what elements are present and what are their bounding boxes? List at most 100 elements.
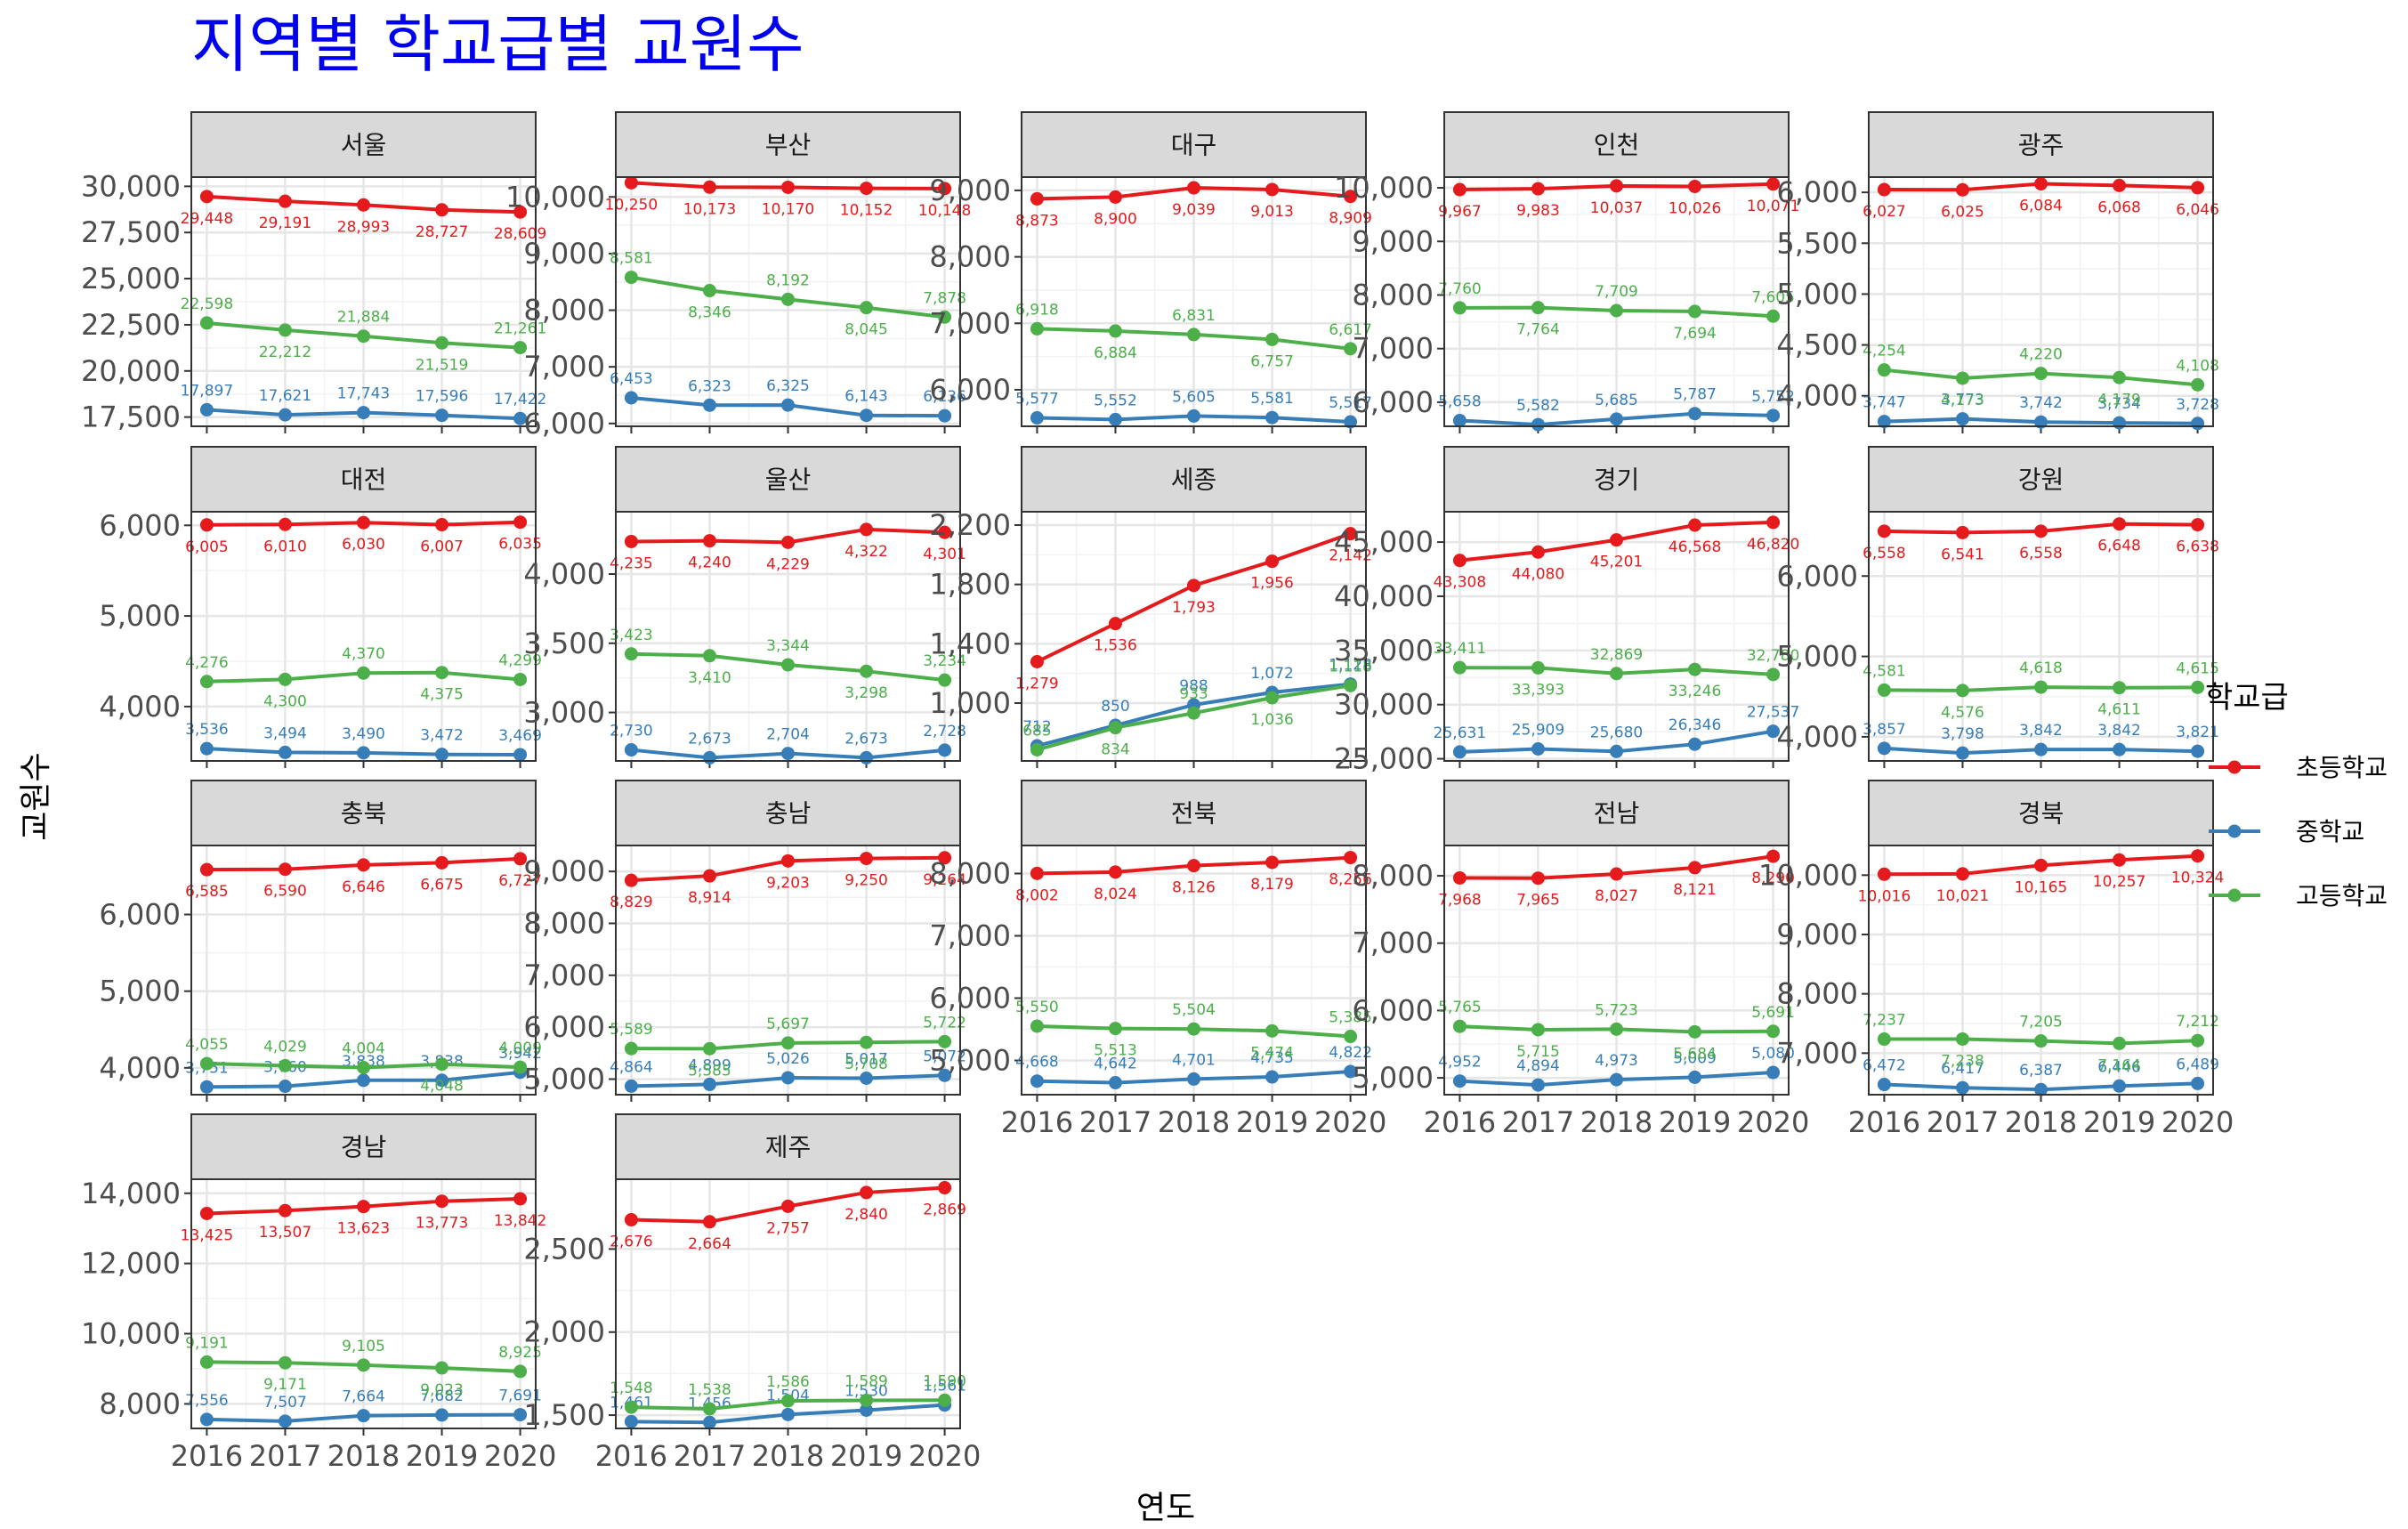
data-label: 10,165 bbox=[2015, 878, 2067, 896]
y-tick-label: 7,000 bbox=[1352, 926, 1434, 960]
data-label: 6,918 bbox=[1015, 301, 1059, 319]
data-point-초등학교 bbox=[199, 862, 214, 877]
y-tick-label: 9,000 bbox=[523, 237, 605, 271]
data-label: 3,472 bbox=[420, 727, 464, 745]
y-tick-label: 10,000 bbox=[1758, 858, 1858, 892]
y-tick-label: 7,000 bbox=[1352, 332, 1434, 366]
data-label: 2,869 bbox=[923, 1201, 966, 1219]
facet-경북: 경북 7,000 8,000 9,000 10,000 2016 2017 2018 2019 2… bbox=[1758, 780, 2234, 1139]
facet-strip-label: 광주 bbox=[2018, 131, 2065, 160]
data-point-초등학교 bbox=[624, 534, 638, 548]
data-label: 44,080 bbox=[1512, 565, 1564, 583]
data-label: 5,684 bbox=[1673, 1045, 1717, 1063]
panel-border bbox=[1868, 176, 2214, 427]
data-label: 4,229 bbox=[766, 555, 810, 573]
facet-strip-label: 경북 bbox=[2018, 799, 2065, 829]
data-point-초등학교 bbox=[2113, 517, 2127, 531]
facet-strip bbox=[615, 780, 961, 846]
data-point-중학교 bbox=[513, 748, 528, 762]
data-label: 2,142 bbox=[1329, 547, 1372, 565]
facet-strip-label: 충남 bbox=[765, 799, 812, 829]
data-label: 9,264 bbox=[923, 871, 966, 889]
data-label: 29,448 bbox=[181, 210, 233, 228]
facet-대구: 대구 6,000 7,000 8,000 9,000 5,577 5,552 5,605 5,5… bbox=[929, 111, 1372, 433]
data-point-중학교 bbox=[199, 741, 214, 756]
data-point-중학교 bbox=[2034, 742, 2048, 756]
x-tick-label: 2017 bbox=[1502, 1105, 1574, 1139]
data-point-고등학교 bbox=[2191, 377, 2205, 392]
data-point-초등학교 bbox=[357, 515, 370, 530]
data-point-중학교 bbox=[1688, 407, 1702, 421]
data-point-고등학교 bbox=[1030, 321, 1044, 336]
data-label: 7,556 bbox=[185, 1392, 229, 1410]
data-label: 8,900 bbox=[1094, 210, 1137, 228]
data-point-중학교 bbox=[199, 1412, 214, 1427]
data-label: 43,308 bbox=[1434, 574, 1486, 592]
facet-strip bbox=[615, 111, 961, 178]
data-point-초등학교 bbox=[1877, 867, 1891, 881]
data-label: 13,507 bbox=[259, 1224, 311, 1242]
data-point-고등학교 bbox=[781, 1036, 795, 1050]
data-point-고등학교 bbox=[2034, 680, 2048, 694]
data-label: 28,727 bbox=[416, 223, 468, 241]
data-label: 22,212 bbox=[259, 344, 311, 361]
y-tick-label: 25,000 bbox=[81, 262, 181, 295]
data-label: 6,025 bbox=[1941, 203, 1984, 221]
data-point-초등학교 bbox=[1955, 867, 1969, 881]
data-point-초등학교 bbox=[938, 525, 952, 539]
data-label: 8,179 bbox=[1250, 876, 1294, 894]
x-tick-label: 2020 bbox=[1314, 1105, 1386, 1139]
y-tick-label: 6,000 bbox=[1352, 385, 1434, 419]
data-label: 6,005 bbox=[185, 538, 229, 556]
data-label: 8,290 bbox=[1751, 870, 1795, 887]
data-point-초등학교 bbox=[702, 534, 716, 548]
panel-border bbox=[615, 176, 961, 427]
data-label: 6,757 bbox=[1250, 352, 1294, 370]
data-point-초등학교 bbox=[1030, 191, 1044, 206]
data-label: 1,072 bbox=[1250, 665, 1294, 683]
data-point-초등학교 bbox=[1030, 866, 1044, 880]
data-label: 8,126 bbox=[1172, 879, 1216, 897]
data-label: 10,071 bbox=[1747, 198, 1799, 215]
data-label: 3,536 bbox=[185, 721, 229, 739]
data-point-초등학교 bbox=[1265, 855, 1280, 870]
data-point-고등학교 bbox=[1877, 683, 1891, 697]
data-label: 6,884 bbox=[1094, 344, 1137, 362]
data-label: 1,590 bbox=[923, 1372, 966, 1390]
data-point-고등학교 bbox=[435, 1361, 449, 1375]
legend-item-고등학교: 고등학교 bbox=[2209, 881, 2388, 910]
data-point-고등학교 bbox=[2034, 367, 2048, 381]
y-tick-label: 8,000 bbox=[1352, 278, 1434, 311]
facet-strip-label: 전북 bbox=[1171, 799, 1217, 829]
data-point-중학교 bbox=[357, 406, 370, 420]
y-tick-label: 5,000 bbox=[1776, 640, 1858, 674]
y-tick-label: 4,000 bbox=[99, 1051, 181, 1085]
data-point-초등학교 bbox=[278, 1203, 292, 1218]
data-point-고등학교 bbox=[938, 1393, 952, 1407]
data-label: 7,164 bbox=[2097, 1056, 2141, 1074]
data-point-초등학교 bbox=[1877, 182, 1891, 197]
data-point-고등학교 bbox=[199, 316, 214, 330]
data-point-고등학교 bbox=[702, 284, 716, 298]
facet-충북: 충북4,0005,0006,0003,7513,7603,8383,8383,9… bbox=[99, 780, 542, 1102]
data-point-초등학교 bbox=[624, 873, 638, 887]
panel-border bbox=[615, 511, 961, 762]
data-point-중학교 bbox=[1610, 744, 1623, 758]
x-tick-label: 2018 bbox=[1580, 1105, 1652, 1139]
data-point-고등학교 bbox=[357, 666, 370, 680]
data-label: 6,010 bbox=[263, 538, 307, 555]
data-label: 21,884 bbox=[337, 309, 390, 327]
data-point-고등학교 bbox=[1955, 371, 1969, 385]
data-point-초등학교 bbox=[2191, 849, 2205, 863]
data-label: 26,346 bbox=[1669, 716, 1721, 734]
y-tick-label: 2,200 bbox=[929, 508, 1011, 542]
data-point-초등학교 bbox=[1955, 525, 1969, 539]
data-point-고등학교 bbox=[199, 1056, 214, 1071]
data-point-중학교 bbox=[278, 1414, 292, 1428]
panel-border bbox=[190, 1178, 537, 1429]
data-point-초등학교 bbox=[1877, 524, 1891, 538]
data-point-중학교 bbox=[938, 1068, 952, 1082]
y-tick-label: 1,500 bbox=[523, 1398, 605, 1432]
data-point-중학교 bbox=[1766, 1065, 1781, 1080]
data-point-초등학교 bbox=[702, 180, 716, 194]
